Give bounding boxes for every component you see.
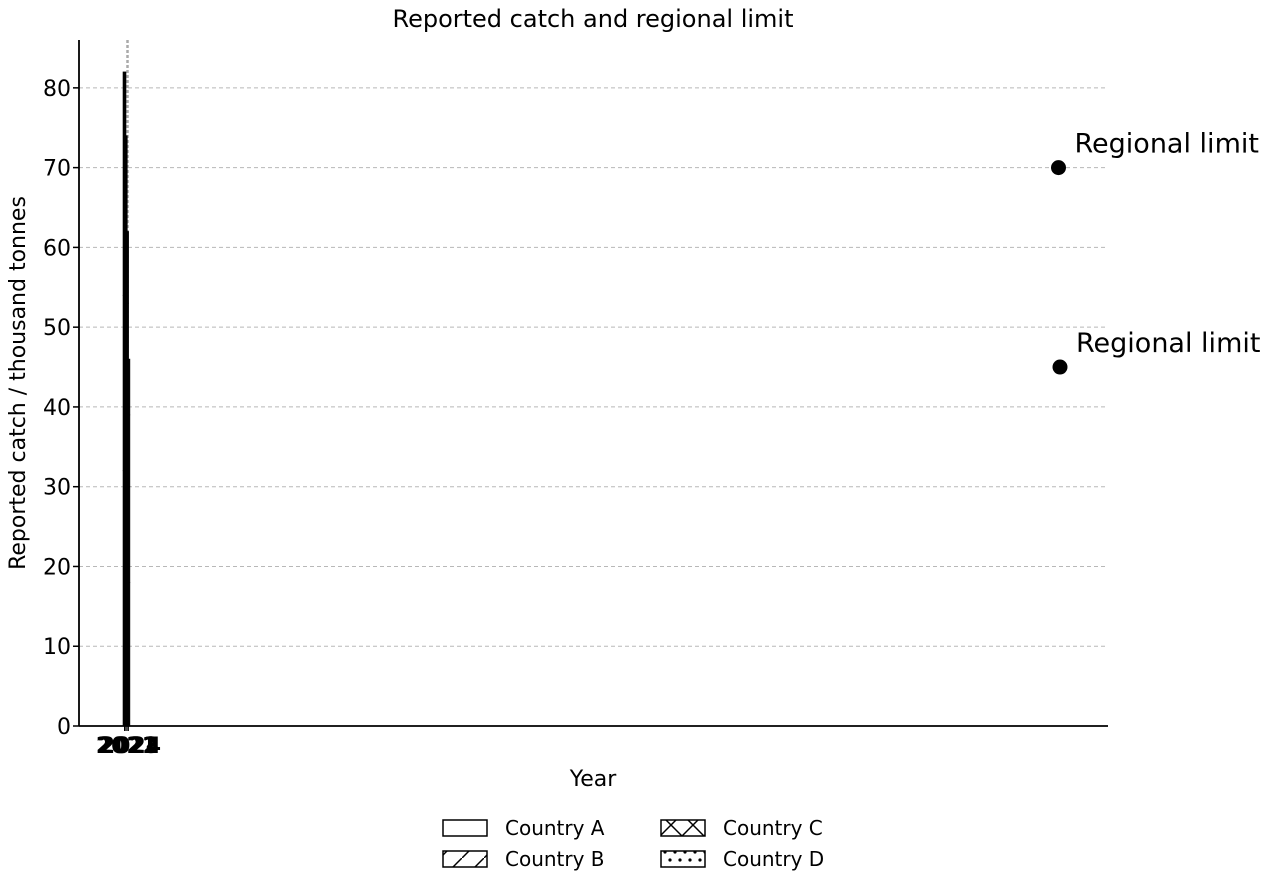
y-tick-label: 60: [43, 236, 71, 261]
x-tick-label: 2022: [97, 734, 158, 759]
regional-limit-label: Regional limit: [1075, 129, 1259, 160]
regional-limit-marker: [1051, 160, 1066, 176]
legend-swatch: [660, 850, 706, 868]
bar-segment-country-d: [126, 358, 131, 416]
legend-swatch: [442, 850, 488, 868]
x-tick-label: 2024: [100, 734, 161, 759]
legend-label: Country A: [505, 816, 605, 840]
grid-lines: [79, 87, 1108, 647]
bar-segment-country-d: [124, 135, 128, 224]
y-tick-label: 50: [43, 316, 71, 341]
y-tick-label: 10: [43, 635, 71, 660]
x-axis-label: Year: [569, 767, 618, 792]
y-tick-label: 80: [43, 77, 71, 102]
y-tick-label: 20: [43, 555, 71, 580]
chart-title: Reported catch and regional limit: [392, 5, 793, 33]
legend-swatch: [660, 819, 706, 837]
y-ticks: 0 10 20 30 40 50 60 70 80: [43, 77, 79, 740]
x-tick-label: 2021: [96, 734, 157, 759]
bar-segment-country-c: [126, 414, 131, 487]
bar-segment-country-b: [126, 486, 131, 583]
y-tick-label: 0: [57, 715, 71, 740]
bar-segment-country-d: [125, 231, 129, 304]
legend-label: Country C: [723, 816, 823, 840]
legend: Country A Country B Country C Country D: [442, 816, 824, 871]
y-tick-label: 40: [43, 396, 71, 421]
regional-limit-label: Regional limit: [1076, 328, 1260, 359]
x-tick-label: 2023: [98, 734, 159, 759]
regional-limit-marker: [1052, 359, 1068, 375]
bars: [122, 71, 131, 727]
regional-limit-markers: Regional limit Regional limit: [1051, 129, 1260, 375]
y-axis-label: Reported catch / thousand tonnes: [6, 196, 31, 570]
bar-segment-country-a: [126, 582, 131, 727]
y-tick-label: 30: [43, 476, 71, 501]
legend-label: Country B: [505, 847, 605, 871]
legend-label: Country D: [723, 847, 824, 871]
legend-swatch: [442, 819, 488, 837]
y-tick-label: 70: [43, 157, 71, 182]
